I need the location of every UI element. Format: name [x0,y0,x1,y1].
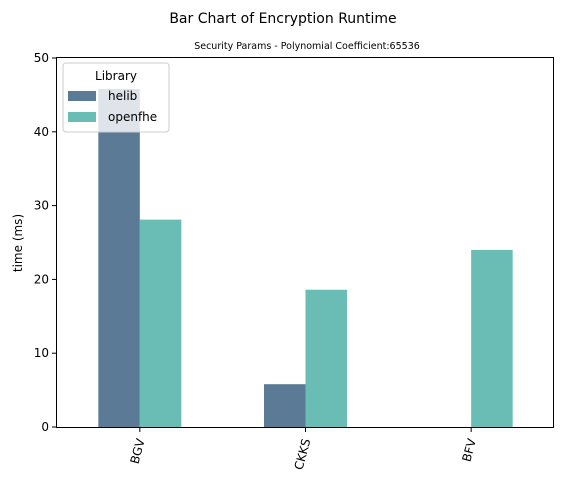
y-tick-label: 30 [34,199,49,213]
y-ticks-group: 0 10 20 30 40 50 [34,51,57,434]
legend-swatch-openfhe [68,112,96,122]
y-tick-label: 50 [34,51,49,65]
x-tick-label: BGV [128,436,148,465]
legend-label-openfhe: openfhe [108,110,157,124]
bar-helib-ckks [264,384,306,427]
y-tick-label: 10 [34,346,49,360]
y-axis-label: time (ms) [11,214,25,272]
bar-openfhe-bfv [471,249,513,427]
legend: Library helib openfhe [62,62,170,133]
legend-swatch-helib [68,91,96,101]
chart-title: Bar Chart of Encryption Runtime [169,11,396,27]
legend-title: Library [95,69,137,83]
bar-openfhe-bgv [139,219,182,427]
y-tick-label: 0 [41,420,49,434]
x-tick-label: CKKS [292,437,314,471]
bar-openfhe-ckks [305,289,347,427]
bars-group [98,88,513,427]
bar-helib-bgv [98,88,140,427]
chart-subtitle: Security Params - Polynomial Coefficient… [194,41,420,52]
plot-frame [56,57,554,428]
y-tick-label: 20 [34,272,49,286]
y-tick-label: 40 [34,125,49,139]
x-ticks-group: BGV CKKS BFV [128,427,479,471]
x-tick-label: BFV [459,436,479,463]
legend-label-helib: helib [108,89,137,103]
